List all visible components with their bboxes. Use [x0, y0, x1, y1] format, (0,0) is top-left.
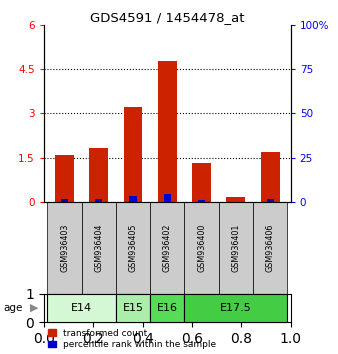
Text: GSM936402: GSM936402 — [163, 223, 172, 272]
Bar — [116, 294, 150, 322]
Title: GDS4591 / 1454478_at: GDS4591 / 1454478_at — [90, 11, 245, 24]
Bar — [47, 202, 82, 294]
Text: GSM936400: GSM936400 — [197, 224, 206, 272]
Bar — [116, 202, 150, 294]
Bar — [158, 61, 177, 202]
Bar — [198, 200, 205, 202]
Bar — [89, 148, 108, 202]
Bar — [192, 164, 211, 202]
Bar — [55, 155, 74, 202]
Text: E17.5: E17.5 — [220, 303, 252, 313]
Text: E15: E15 — [123, 303, 144, 313]
Bar — [164, 194, 171, 202]
Bar — [261, 152, 280, 202]
Bar — [47, 294, 116, 322]
Bar — [185, 294, 287, 322]
Legend: transformed count, percentile rank within the sample: transformed count, percentile rank withi… — [48, 329, 216, 349]
Bar — [226, 198, 245, 202]
Bar — [129, 196, 137, 202]
Bar — [150, 294, 185, 322]
Bar — [185, 202, 219, 294]
Bar — [124, 107, 142, 202]
Bar — [82, 202, 116, 294]
Text: age: age — [3, 303, 23, 313]
Text: GSM936401: GSM936401 — [231, 224, 240, 272]
Bar — [219, 202, 253, 294]
Bar — [253, 202, 287, 294]
Text: E16: E16 — [157, 303, 178, 313]
Text: GSM936403: GSM936403 — [60, 224, 69, 272]
Text: GSM936406: GSM936406 — [266, 224, 274, 272]
Text: GSM936404: GSM936404 — [94, 224, 103, 272]
Bar — [267, 199, 274, 202]
Bar — [95, 199, 102, 202]
Bar — [61, 199, 68, 202]
Bar — [150, 202, 185, 294]
Text: E14: E14 — [71, 303, 92, 313]
Text: GSM936405: GSM936405 — [128, 223, 138, 272]
Text: ▶: ▶ — [30, 303, 39, 313]
